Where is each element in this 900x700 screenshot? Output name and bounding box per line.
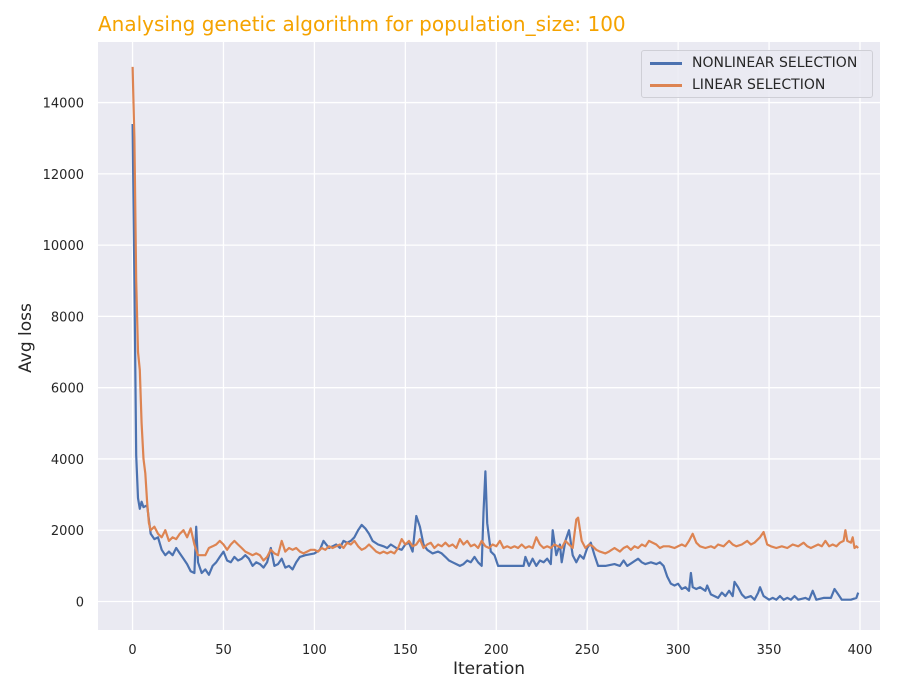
y-tick-label: 0 <box>76 595 84 610</box>
legend-item-linear: LINEAR SELECTION <box>650 75 825 95</box>
series-line-linear <box>131 66 859 562</box>
y-tick-label: 6000 <box>51 382 84 397</box>
chart-title: Analysing genetic algorithm for populati… <box>98 12 626 36</box>
y-tick-label: 4000 <box>51 453 84 468</box>
x-axis-label: Iteration <box>452 659 526 679</box>
legend-swatch-linear <box>650 83 682 87</box>
x-tick-label: 400 <box>848 643 873 658</box>
x-tick-label: 100 <box>302 643 327 658</box>
x-tick-label: 200 <box>484 643 509 658</box>
legend-label-nonlinear: NONLINEAR SELECTION <box>692 55 858 71</box>
legend: NONLINEAR SELECTION LINEAR SELECTION <box>641 50 873 98</box>
x-tick-label: 350 <box>757 643 782 658</box>
x-tick-label: 150 <box>393 643 418 658</box>
x-tick-label: 300 <box>666 643 691 658</box>
x-tick-label: 50 <box>215 643 232 658</box>
legend-label-linear: LINEAR SELECTION <box>692 77 826 93</box>
series-line-nonlinear <box>131 123 860 601</box>
y-tick-label: 10000 <box>43 239 84 254</box>
x-tick-label: 0 <box>128 643 136 658</box>
y-tick-label: 14000 <box>43 97 84 112</box>
legend-swatch-nonlinear <box>650 61 682 65</box>
y-axis-label: Avg loss <box>16 303 36 373</box>
x-tick-label: 250 <box>575 643 600 658</box>
y-tick-label: 12000 <box>43 168 84 183</box>
legend-item-nonlinear: NONLINEAR SELECTION <box>650 53 857 73</box>
y-tick-label: 8000 <box>51 310 84 325</box>
y-tick-label: 2000 <box>51 524 84 539</box>
